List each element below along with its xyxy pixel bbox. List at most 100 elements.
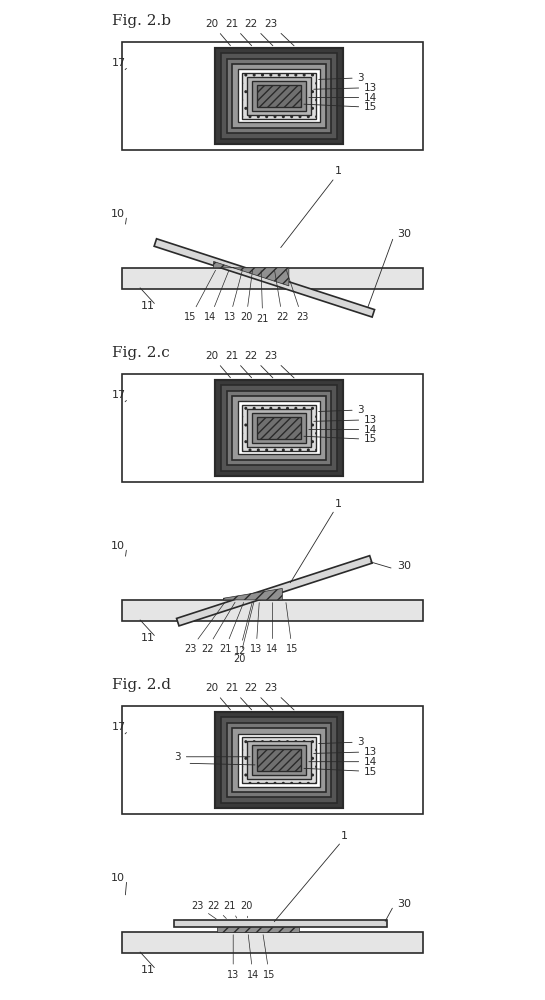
Text: 14: 14 [204, 270, 229, 322]
Bar [221, 385, 337, 471]
Text: 30: 30 [397, 561, 411, 571]
Bar [252, 413, 306, 443]
Text: 15: 15 [304, 767, 378, 777]
Bar [232, 64, 326, 128]
Text: 23: 23 [264, 351, 294, 378]
Text: 13: 13 [224, 270, 243, 322]
Text: 21: 21 [225, 683, 252, 710]
Bar [215, 48, 343, 144]
Text: 14: 14 [309, 757, 378, 767]
Text: 10: 10 [111, 873, 124, 883]
Polygon shape [177, 556, 372, 626]
Bar [238, 401, 320, 454]
Text: 14: 14 [309, 93, 378, 103]
Text: 10: 10 [111, 209, 124, 219]
Bar [257, 85, 301, 107]
Polygon shape [223, 588, 282, 600]
Bar [122, 374, 423, 482]
Text: 20: 20 [205, 19, 231, 46]
Bar [247, 77, 311, 115]
Bar [227, 59, 331, 133]
Polygon shape [214, 261, 289, 286]
Text: 30: 30 [397, 229, 411, 239]
Text: 20: 20 [205, 351, 231, 378]
Text: 1: 1 [335, 166, 342, 176]
Text: 15: 15 [184, 270, 215, 322]
Bar [122, 932, 423, 953]
Text: 23: 23 [191, 901, 216, 919]
Text: 23: 23 [264, 683, 294, 710]
Text: 22: 22 [245, 19, 273, 46]
Bar [122, 706, 423, 814]
Text: Fig. 2.c: Fig. 2.c [112, 346, 170, 360]
Text: 1: 1 [335, 499, 342, 509]
Text: Fig. 2.d: Fig. 2.d [112, 678, 171, 692]
Text: 13: 13 [314, 415, 378, 425]
Text: 23: 23 [264, 19, 294, 46]
Text: 30: 30 [397, 899, 411, 909]
Text: 11: 11 [141, 301, 155, 311]
Bar [122, 268, 423, 289]
Bar [227, 391, 331, 465]
Text: 22: 22 [245, 351, 273, 378]
Text: 15: 15 [304, 434, 378, 444]
Bar [257, 417, 301, 439]
Text: 13: 13 [250, 603, 262, 654]
Text: 14: 14 [247, 935, 259, 980]
Bar [252, 745, 306, 775]
Bar [232, 728, 326, 792]
Bar [221, 53, 337, 139]
Bar [215, 380, 343, 476]
Text: 17: 17 [112, 390, 126, 400]
Text: 3: 3 [174, 752, 250, 762]
Text: 22: 22 [275, 271, 288, 322]
Text: 10: 10 [111, 541, 124, 551]
Text: 21: 21 [225, 19, 252, 46]
Text: 23: 23 [287, 270, 308, 322]
Bar [242, 73, 316, 119]
Text: 17: 17 [112, 58, 126, 68]
Text: 14: 14 [309, 425, 378, 435]
Bar [232, 396, 326, 460]
Bar [257, 749, 301, 771]
Text: 22: 22 [207, 901, 226, 919]
Text: 21: 21 [257, 271, 269, 324]
Text: 15: 15 [286, 603, 298, 654]
Bar [247, 741, 311, 779]
Text: 20: 20 [234, 602, 254, 664]
Text: 3: 3 [319, 405, 364, 415]
Bar [122, 42, 423, 150]
Text: 15: 15 [263, 935, 275, 980]
Text: 21: 21 [225, 351, 252, 378]
Text: 1: 1 [341, 831, 348, 841]
Text: 14: 14 [267, 603, 278, 654]
Bar [215, 712, 343, 808]
Text: 20: 20 [205, 683, 231, 710]
Text: 15: 15 [304, 102, 378, 112]
Text: 21: 21 [219, 602, 244, 654]
Polygon shape [217, 927, 299, 932]
Text: 3: 3 [319, 737, 364, 747]
Bar [238, 69, 320, 122]
Text: 22: 22 [245, 683, 273, 710]
Text: Fig. 2.b: Fig. 2.b [112, 14, 171, 28]
Text: 11: 11 [141, 965, 155, 975]
Text: 22: 22 [201, 602, 235, 654]
Bar [247, 409, 311, 447]
Text: 21: 21 [224, 901, 237, 918]
Bar [242, 737, 316, 783]
Bar [252, 81, 306, 111]
Bar [238, 734, 320, 787]
Bar [227, 723, 331, 797]
Text: 13: 13 [314, 747, 378, 757]
Text: 23: 23 [184, 602, 225, 654]
Text: 12: 12 [234, 603, 252, 656]
Text: 17: 17 [112, 722, 126, 732]
Text: 11: 11 [141, 633, 155, 643]
Bar [242, 405, 316, 451]
Polygon shape [154, 239, 374, 317]
Bar [221, 717, 337, 803]
Bar [174, 920, 387, 927]
Bar [122, 600, 423, 621]
Text: 3: 3 [319, 73, 364, 83]
